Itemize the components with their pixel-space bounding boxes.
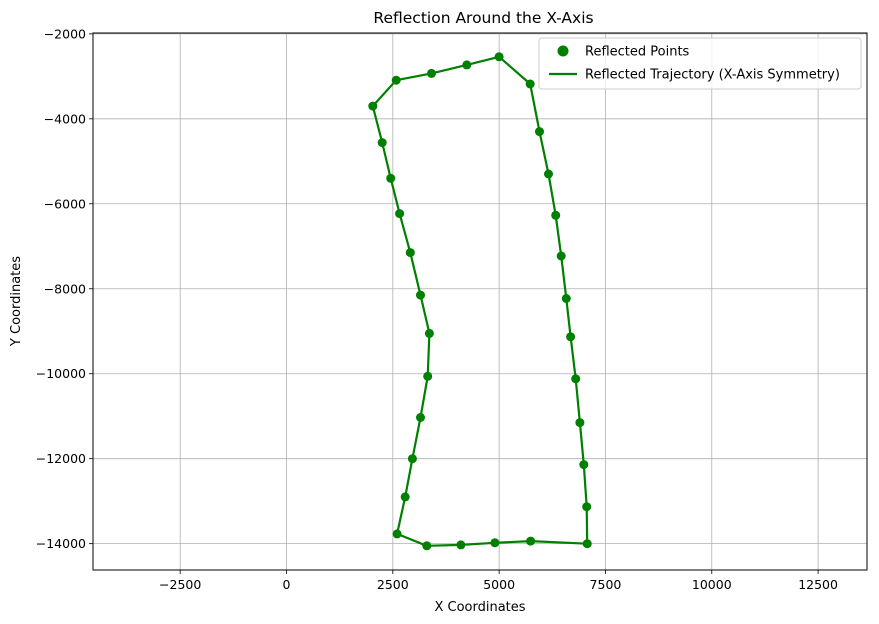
x-axis-label: X Coordinates [434, 600, 525, 615]
data-point [422, 541, 432, 551]
data-point [561, 294, 571, 303]
legend: Reflected Points Reflected Trajectory (X… [538, 37, 862, 90]
data-point [582, 502, 592, 512]
y-tick-label: −6000 [44, 196, 86, 211]
data-point [544, 169, 553, 179]
legend-label-points: Reflected Points [585, 45, 690, 60]
data-point [490, 538, 500, 548]
data-point [423, 371, 433, 381]
data-point [395, 209, 405, 219]
chart-title: Reflection Around the X-Axis [373, 9, 593, 27]
y-tick-label: −8000 [44, 281, 86, 296]
data-point [579, 460, 589, 470]
y-tick-label: −12000 [36, 451, 86, 466]
data-point [526, 536, 536, 546]
trajectory-line [371, 55, 589, 547]
data-point [566, 332, 576, 342]
data-point [386, 173, 396, 183]
x-tick-label: 7500 [590, 577, 622, 592]
data-point [582, 539, 592, 549]
data-point [391, 75, 401, 85]
data-point [556, 251, 566, 261]
data-point [571, 374, 581, 384]
x-tick-label: 12500 [798, 577, 838, 592]
x-tick-label: 10000 [692, 577, 732, 592]
data-point [400, 492, 410, 502]
data-point [424, 328, 434, 338]
x-tick-label: 2500 [377, 577, 409, 592]
legend-marker-points [557, 45, 569, 57]
legend-box [538, 37, 862, 90]
data-point [551, 210, 561, 220]
data-point [407, 454, 417, 464]
y-axis-label: Y Coordinates [9, 256, 24, 347]
grid [93, 33, 867, 570]
data-point [456, 540, 466, 550]
points-layer [368, 52, 592, 551]
plot-area-frame [92, 32, 868, 571]
data-point [535, 127, 544, 137]
data-point [368, 101, 378, 111]
y-tick-label: −14000 [36, 536, 86, 551]
data-point [416, 290, 425, 300]
data-point [575, 418, 585, 428]
y-tick-label: −10000 [36, 366, 86, 381]
x-tick-label: 5000 [483, 577, 515, 592]
data-point [427, 68, 436, 78]
x-axis-ticks: −2500 0 2500 5000 7500 10000 12500 [159, 570, 838, 592]
y-tick-label: −2000 [44, 26, 86, 41]
data-point [462, 60, 472, 70]
x-tick-label: −2500 [159, 577, 201, 592]
data-point [392, 529, 402, 539]
data-point [525, 79, 535, 89]
data-point [416, 413, 425, 422]
trajectory-line-layer [371, 55, 589, 547]
legend-label-line: Reflected Trajectory (X-Axis Symmetry) [585, 68, 840, 83]
data-point [494, 52, 504, 62]
y-tick-label: −4000 [44, 111, 86, 126]
x-tick-label: 0 [283, 577, 291, 592]
y-axis-ticks: −2000 −4000 −6000 −8000 −10000 −12000 −14000 [36, 26, 93, 551]
data-point [405, 248, 415, 258]
data-point [377, 138, 387, 148]
